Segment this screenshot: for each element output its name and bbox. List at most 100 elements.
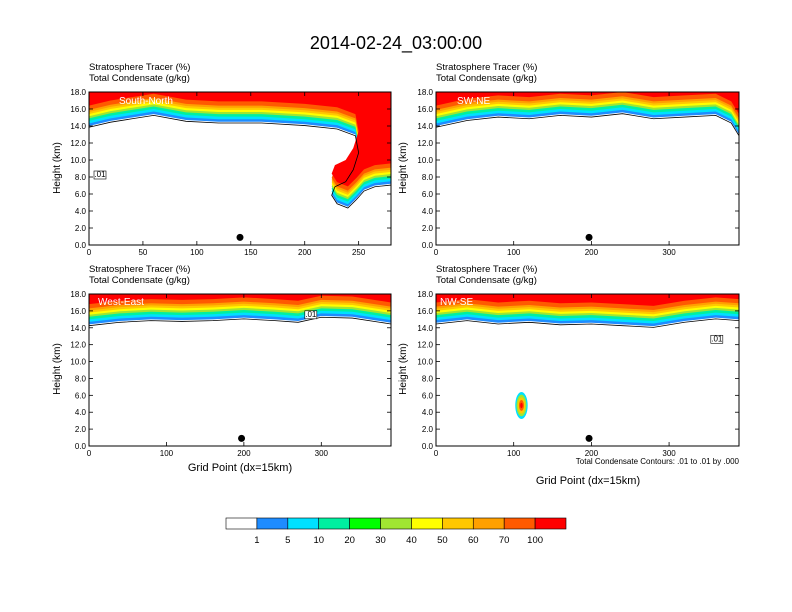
panel-2-name: West-East [98,297,144,308]
x-tick-label: 0 [87,449,92,458]
plot-background [436,92,739,245]
cloud-blob-1-level-5 [520,402,523,409]
location-marker [236,233,244,241]
y-tick-label: 8.0 [422,374,434,383]
colorbar-swatch-3 [287,517,320,530]
tracer-band-9 [436,92,739,115]
panel-1-subtitle-1: Stratosphere Tracer (%) [436,62,537,73]
panel-3-plot-area [436,294,739,446]
panel-3-subtitle-2: Total Condensate (g/kg) [436,275,537,286]
panel-1-ylabel: Height (km) [398,142,409,194]
y-tick-label: 10.0 [70,358,86,367]
x-tick-label: 100 [507,248,521,257]
colorbar-swatch-4 [318,517,350,530]
y-tick-label: 6.0 [422,190,434,199]
y-tick-label: 16.0 [417,307,433,316]
panel-nw-se: 0 100 200 300 0.0 2.0 4.0 6.0 8.0 10.0 12.0 14.0 16.… [417,290,740,458]
colorbar-swatch-5 [349,517,381,530]
y-tick-label: 14.0 [70,324,86,333]
panel-0-frame [88,91,392,246]
colorbar-swatch-7 [411,517,443,530]
colorbar-label: 60 [468,535,479,546]
y-tick-label: 6.0 [75,190,87,199]
panel-3-frame [435,293,740,447]
y-tick-label: 16.0 [70,307,86,316]
condensate-contour [89,114,391,209]
x-tick-label: 100 [190,248,204,257]
colorbar-label: 10 [313,535,324,546]
colorbar-label: 70 [499,535,510,546]
panel-2-ylabel: Height (km) [52,343,63,395]
y-tick-label: 8.0 [75,173,87,182]
y-tick-label: 18.0 [417,88,433,97]
colorbar-swatch-9 [472,517,505,530]
location-marker [238,434,246,442]
panel-2-subtitle-2: Total Condensate (g/kg) [89,275,190,286]
panel-1-subtitle-2: Total Condensate (g/kg) [436,73,537,84]
colorbar-swatch-6 [380,517,412,530]
panel-3-subtitle-1: Stratosphere Tracer (%) [436,264,537,275]
y-tick-label: 8.0 [422,173,434,182]
y-tick-label: 6.0 [422,391,434,400]
x-tick-label: 50 [138,248,147,257]
panel-2-xlabel: Grid Point (dx=15km) [188,462,292,474]
x-tick-label: 100 [507,449,521,458]
colorbar-swatch-2 [256,517,289,530]
panel-west-east: 0 100 200 300 0.0 2.0 4.0 6.0 8.0 10.0 12.0 14.0 16.… [70,290,392,458]
contour-label: .01 [711,334,723,343]
x-tick-label: 300 [662,248,676,257]
y-tick-label: 10.0 [417,358,433,367]
x-tick-label: 300 [315,449,329,458]
tracer-band-3 [89,92,391,202]
x-tick-label: 0 [434,449,439,458]
y-tick-label: 16.0 [70,105,86,114]
x-tick-label: 200 [237,449,251,458]
colorbar-swatch-10 [503,517,536,530]
contour-label-box [304,310,318,320]
condensate-contour [89,316,391,327]
y-tick-label: 0.0 [75,442,87,451]
tracer-band-9 [89,294,391,305]
y-tick-label: 12.0 [417,139,433,148]
y-tick-label: 18.0 [417,290,433,299]
y-tick-label: 4.0 [422,408,434,417]
y-tick-label: 18.0 [70,88,86,97]
panel-2-subtitle-1: Stratosphere Tracer (%) [89,264,190,275]
y-tick-label: 6.0 [75,391,87,400]
panel-2-plot-area [89,294,391,446]
y-tick-label: 14.0 [417,324,433,333]
y-tick-label: 2.0 [422,224,434,233]
panel-1-frame [435,91,740,246]
y-tick-label: 14.0 [70,122,86,131]
x-tick-label: 100 [160,449,174,458]
location-marker [585,434,593,442]
colorbar-label: 50 [437,535,448,546]
contour-label-box [93,170,107,180]
y-tick-label: 4.0 [75,408,87,417]
y-tick-label: 8.0 [75,374,87,383]
location-marker [585,233,593,241]
y-tick-label: 0.0 [75,241,87,250]
x-tick-label: 200 [298,248,312,257]
y-tick-label: 0.0 [422,442,434,451]
y-tick-label: 12.0 [70,341,86,350]
y-tick-label: 2.0 [422,425,434,434]
colorbar-label: 40 [406,535,417,546]
colorbar-swatch-1 [225,517,258,530]
y-tick-label: 10.0 [70,156,86,165]
colorbar-swatch-11 [534,517,567,530]
panel-3-ylabel: Height (km) [398,343,409,395]
colorbar-label: 30 [375,535,386,546]
panel-3-name: NW-SE [440,297,473,308]
y-tick-label: 12.0 [417,341,433,350]
panel-0-ylabel: Height (km) [52,142,63,194]
colorbar-swatch-8 [442,517,474,530]
panel-3-xlabel: Grid Point (dx=15km) [536,475,640,487]
colorbar: 1 5 10 20 30 40 50 60 70 100 [225,517,567,546]
panel-0-name: South-North [119,96,173,107]
panel-0-plot-area [89,92,391,245]
y-tick-label: 12.0 [70,139,86,148]
y-tick-label: 18.0 [70,290,86,299]
y-tick-label: 14.0 [417,122,433,131]
x-tick-label: 250 [352,248,366,257]
